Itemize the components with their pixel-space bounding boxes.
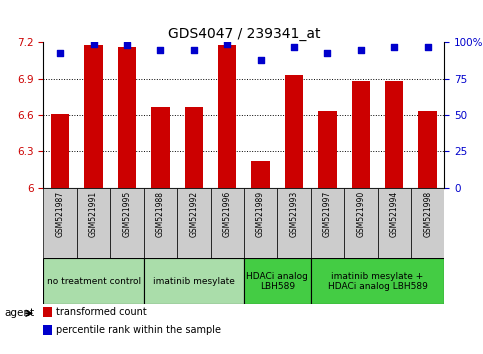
Point (424, 44, 431, 50)
Bar (277, 188, 311, 258)
Point (156, 47, 164, 53)
Point (57, 50, 64, 56)
Bar (318, 112, 337, 188)
Point (390, 44, 398, 50)
Bar (285, 75, 303, 188)
Text: no treatment control: no treatment control (46, 277, 141, 286)
Bar (311, 188, 344, 258)
Point (123, 42, 131, 48)
Text: HDACi analog
LBH589: HDACi analog LBH589 (246, 272, 308, 291)
Text: GSM521994: GSM521994 (390, 191, 399, 238)
Bar (344, 188, 378, 258)
Bar (77, 188, 110, 258)
Bar (411, 188, 444, 258)
Text: percentile rank within the sample: percentile rank within the sample (56, 325, 221, 335)
Bar (252, 161, 270, 188)
Text: GSM521991: GSM521991 (89, 191, 98, 237)
Text: GSM521988: GSM521988 (156, 191, 165, 237)
Bar (118, 47, 136, 188)
Point (290, 44, 298, 50)
Bar (244, 188, 277, 258)
Bar (378, 188, 411, 258)
Bar (144, 188, 177, 258)
Bar (185, 107, 203, 188)
Bar (51, 114, 70, 188)
Bar (211, 188, 244, 258)
Bar (151, 107, 170, 188)
Text: GSM521987: GSM521987 (56, 191, 65, 237)
Point (324, 50, 331, 56)
Title: GDS4047 / 239341_at: GDS4047 / 239341_at (168, 28, 320, 41)
Point (190, 47, 198, 53)
Point (90, 41, 98, 47)
Text: GSM521997: GSM521997 (323, 191, 332, 238)
Text: imatinib mesylate: imatinib mesylate (153, 277, 235, 286)
Text: GSM521992: GSM521992 (189, 191, 199, 237)
Bar (311, 258, 444, 304)
Text: imatinib mesylate +
HDACi analog LBH589: imatinib mesylate + HDACi analog LBH589 (327, 272, 427, 291)
Text: GSM521993: GSM521993 (289, 191, 298, 238)
Point (223, 41, 231, 47)
Bar (43, 307, 52, 317)
Bar (43, 325, 52, 335)
Bar (110, 188, 144, 258)
Text: GSM521990: GSM521990 (356, 191, 365, 238)
Bar (43, 188, 77, 258)
Bar (43, 258, 144, 304)
Bar (244, 258, 311, 304)
Bar (352, 81, 370, 188)
Text: GSM521995: GSM521995 (123, 191, 131, 238)
Text: agent: agent (5, 308, 35, 318)
Text: GSM521998: GSM521998 (423, 191, 432, 237)
Text: GSM521989: GSM521989 (256, 191, 265, 237)
Bar (218, 45, 236, 188)
Bar (385, 81, 403, 188)
Bar (177, 188, 211, 258)
Text: transformed count: transformed count (56, 307, 146, 317)
Bar (418, 112, 437, 188)
Point (257, 57, 265, 63)
Bar (144, 258, 244, 304)
Text: GSM521996: GSM521996 (223, 191, 232, 238)
Point (357, 47, 365, 53)
Bar (85, 45, 103, 188)
